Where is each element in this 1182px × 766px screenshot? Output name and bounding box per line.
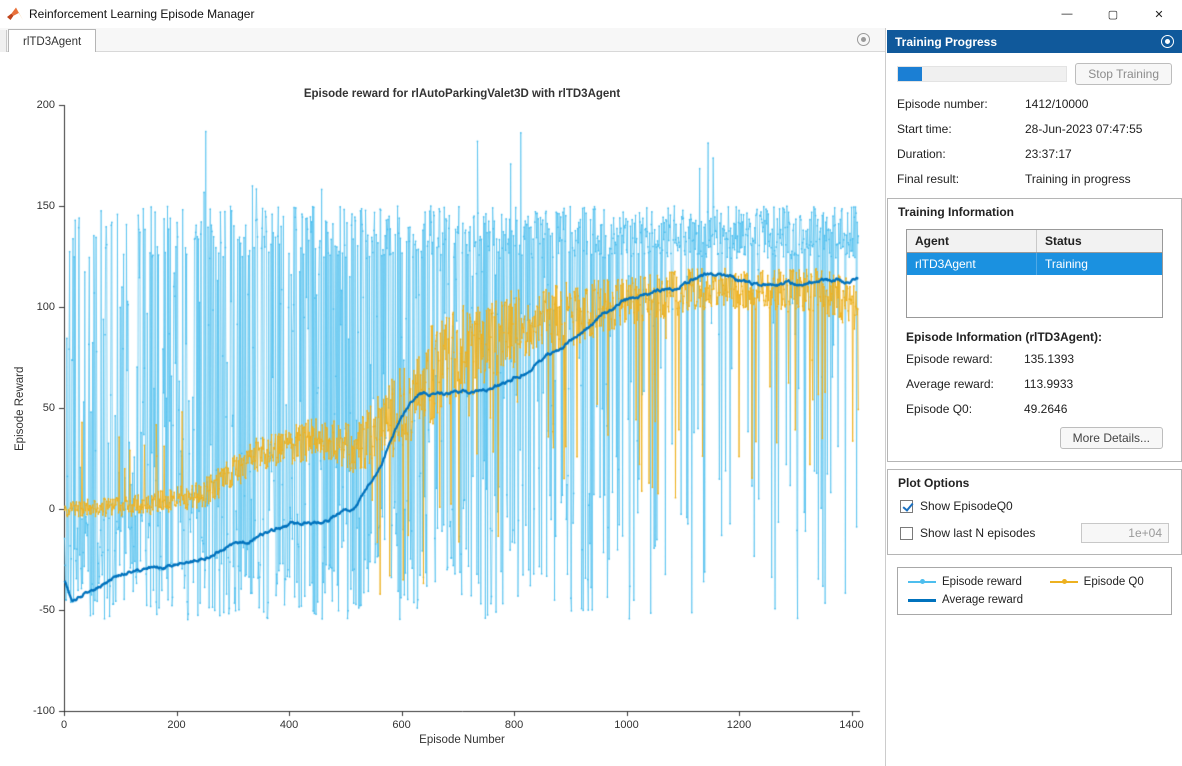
tab-label: rlTD3Agent (23, 35, 82, 48)
training-progress-bar (897, 66, 1068, 82)
field-episode-reward: Episode reward: 135.1393 (906, 346, 1163, 371)
panel-actions-icon[interactable] (1161, 35, 1174, 48)
field-value: 23:37:17 (1025, 146, 1072, 161)
window-title: Reinforcement Learning Episode Manager (29, 7, 255, 21)
plot-options-section: Plot Options Show EpisodeQ0 Show last N … (887, 469, 1182, 555)
x-axis-label: Episode Number (419, 734, 505, 746)
field-value: 113.9933 (1024, 376, 1074, 391)
field-label: Episode Q0: (906, 401, 973, 416)
episode-q0-line-sample (1049, 577, 1078, 587)
legend-item-episode-q0: Episode Q0 (1049, 576, 1161, 588)
reward-chart-canvas (0, 52, 884, 766)
circle-dot-icon (1165, 39, 1170, 44)
agents-table: Agent Status rlTD3Agent Training (906, 229, 1163, 318)
checkbox-label: Show last N episodes (920, 526, 1036, 540)
episode-information-header: Episode Information (rlTD3Agent): (906, 330, 1102, 344)
field-episode-number: Episode number: 1412/10000 (897, 91, 1172, 116)
field-label: Episode number: (897, 96, 988, 111)
document-actions-icon[interactable] (857, 33, 870, 46)
reward-chart: Episode reward for rlAutoParkingValet3D … (0, 52, 884, 766)
legend-spacer (1050, 594, 1161, 606)
field-final-result: Final result: Training in progress (897, 166, 1172, 191)
field-start-time: Start time: 28-Jun-2023 07:47:55 (897, 116, 1172, 141)
field-value: 135.1393 (1024, 351, 1075, 366)
column-header-agent: Agent (915, 234, 949, 248)
table-empty-area (907, 275, 1162, 317)
tab-strip: rlTD3Agent (0, 28, 886, 53)
plot-options-header: Plot Options (898, 476, 970, 490)
training-information-section: Training Information Agent Status rlTD3A… (887, 198, 1182, 462)
field-value: Training in progress (1025, 171, 1131, 186)
field-value: 49.2646 (1024, 401, 1068, 416)
training-progress-panel: Training Progress Stop Training Episode … (887, 28, 1182, 766)
legend-label: Average reward (942, 594, 1023, 606)
maximize-icon[interactable]: ▢ (1107, 8, 1119, 21)
agents-table-header: Agent Status (907, 230, 1162, 253)
title-bar: Reinforcement Learning Episode Manager —… (0, 0, 1182, 28)
training-information-header: Training Information (898, 205, 1014, 219)
show-last-n-checkbox[interactable] (900, 526, 913, 540)
legend-label: Episode Q0 (1083, 576, 1144, 588)
field-value: 1412/10000 (1025, 96, 1089, 111)
show-episode-q0-row: Show EpisodeQ0 (888, 494, 1181, 518)
training-progress-title: Training Progress (895, 34, 998, 49)
collapsed-tab-edge (0, 30, 7, 52)
matlab-logo-icon (7, 7, 23, 21)
field-average-reward: Average reward: 113.9933 (906, 371, 1163, 396)
agent-cell: rlTD3Agent (915, 257, 976, 271)
training-progress-fill (898, 67, 922, 81)
table-row[interactable]: rlTD3Agent Training (907, 253, 1162, 275)
legend-item-average-reward: Average reward (908, 594, 1050, 606)
pane-divider[interactable] (885, 28, 886, 766)
window-controls: — ▢ ✕ (1044, 0, 1182, 28)
field-label: Episode reward: (906, 351, 993, 366)
field-duration: Duration: 23:37:17 (897, 141, 1172, 166)
field-label: Duration: (897, 146, 946, 161)
more-details-button[interactable]: More Details... (1059, 427, 1163, 449)
legend-item-episode-reward: Episode reward (908, 576, 1050, 588)
column-header-status: Status (1036, 230, 1162, 252)
chart-title: Episode reward for rlAutoParkingValet3D … (303, 88, 621, 100)
show-episode-q0-checkbox[interactable] (900, 499, 913, 513)
y-axis-label: Episode Reward (14, 366, 26, 452)
field-label: Average reward: (906, 376, 994, 391)
circle-dot-icon (861, 37, 866, 42)
checkbox-label: Show EpisodeQ0 (920, 499, 1013, 513)
field-label: Final result: (897, 171, 960, 186)
field-value: 28-Jun-2023 07:47:55 (1025, 121, 1143, 136)
field-label: Start time: (897, 121, 952, 136)
minimize-icon[interactable]: — (1061, 8, 1073, 20)
show-last-n-row: Show last N episodes (888, 518, 1181, 548)
stop-training-button[interactable]: Stop Training (1075, 63, 1172, 85)
average-reward-line-sample (908, 595, 936, 605)
tab-rltd3agent[interactable]: rlTD3Agent (8, 29, 97, 53)
field-episode-q0: Episode Q0: 49.2646 (906, 396, 1163, 421)
legend-label: Episode reward (942, 576, 1022, 588)
progress-row: Stop Training (897, 63, 1172, 85)
more-details-row: More Details... (906, 427, 1163, 449)
chart-legend: Episode reward Episode Q0 Average reward (897, 567, 1172, 615)
episode-reward-line-sample (908, 577, 936, 587)
training-progress-header: Training Progress (887, 30, 1182, 53)
status-cell: Training (1036, 253, 1162, 275)
last-n-episodes-input[interactable] (1081, 523, 1169, 543)
close-icon[interactable]: ✕ (1154, 8, 1164, 21)
